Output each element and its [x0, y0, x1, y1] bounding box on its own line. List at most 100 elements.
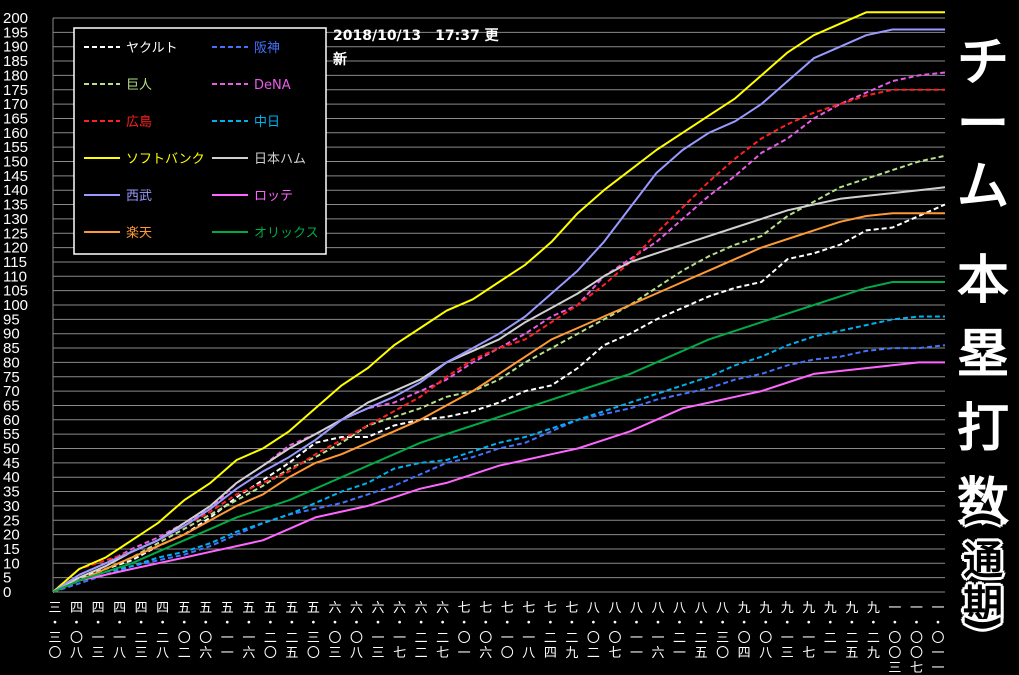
- x-tick-char: 二: [587, 646, 600, 661]
- y-tick-label: 40: [3, 469, 20, 486]
- legend-item: ロッテ: [212, 189, 293, 204]
- legend-item: 広島: [84, 115, 152, 130]
- legend-label: 阪神: [254, 41, 280, 56]
- series-line-11: [52, 281, 945, 593]
- series-lines: [52, 11, 946, 593]
- x-tick-char: 二: [156, 631, 169, 646]
- legend-item: 中日: [212, 115, 280, 130]
- x-tick-char: 六: [479, 646, 492, 661]
- x-tick-char: 七: [910, 661, 923, 675]
- legend-label: DeNA: [254, 78, 291, 93]
- x-tick-char: 四: [135, 601, 148, 616]
- x-tick-char: 〇: [910, 646, 923, 661]
- x-tick-char: ・: [458, 616, 471, 631]
- legend-label: ヤクルト: [126, 41, 178, 56]
- x-tick-char: 七: [501, 601, 514, 616]
- x-tick-label: 八・〇七: [608, 601, 621, 661]
- x-tick-char: 〇: [48, 646, 61, 661]
- y-tick-label: 125: [3, 225, 28, 242]
- x-tick-char: 八: [695, 601, 708, 616]
- y-tick-label: 5: [3, 570, 11, 587]
- x-tick-char: 三: [92, 646, 105, 661]
- series-line-2: [52, 154, 946, 593]
- x-tick-label: 六・一七: [393, 601, 406, 661]
- x-tick-label: 八・二一: [673, 601, 686, 661]
- x-tick-char: 一: [393, 631, 406, 646]
- x-tick-char: 四: [738, 646, 751, 661]
- y-tick-label: 65: [3, 397, 20, 414]
- x-tick-char: ・: [781, 616, 794, 631]
- x-tick-char: 〇: [70, 631, 83, 646]
- x-tick-char: 二: [415, 646, 428, 661]
- x-tick-char: 〇: [350, 631, 363, 646]
- update-timestamp-date: 2018/10/13 17:37 更: [333, 28, 499, 44]
- x-tick-label: 五・一六: [242, 601, 255, 661]
- x-tick-char: 〇: [328, 631, 341, 646]
- x-tick-char: 六: [242, 646, 255, 661]
- x-tick-char: 八: [630, 601, 643, 616]
- x-tick-label: 四・二三: [135, 601, 148, 661]
- x-tick-char: ・: [888, 616, 901, 631]
- x-tick-label: 九・一三: [781, 601, 794, 661]
- x-tick-char: 二: [867, 631, 880, 646]
- y-tick-label: 50: [3, 441, 20, 458]
- x-tick-char: 五: [178, 601, 191, 616]
- x-tick-char: 八: [652, 601, 665, 616]
- x-tick-char: 四: [156, 601, 169, 616]
- x-tick-label: 四・一三: [92, 601, 105, 661]
- x-tick-char: 七: [565, 601, 578, 616]
- x-tick-char: ・: [242, 616, 255, 631]
- x-tick-char: 六: [393, 601, 406, 616]
- x-tick-char: 一: [630, 646, 643, 661]
- x-tick-char: ・: [867, 616, 880, 631]
- y-tick-label: 20: [3, 527, 20, 544]
- y-tick-label: 0: [3, 584, 11, 601]
- x-tick-char: 五: [199, 601, 212, 616]
- title-sub-char-2: 期: [963, 582, 1003, 628]
- y-tick-label: 160: [3, 125, 28, 142]
- x-tick-char: 一: [888, 601, 901, 616]
- series-line-7: [52, 186, 946, 593]
- legend-label: ソフトバンク: [126, 152, 205, 167]
- y-tick-label: 60: [3, 412, 20, 429]
- x-tick-char: ・: [652, 616, 665, 631]
- x-tick-char: ・: [630, 616, 643, 631]
- y-tick-label: 115: [3, 254, 27, 271]
- x-tick-label: 七・〇六: [479, 601, 492, 661]
- series-line-4: [52, 88, 945, 593]
- x-tick-char: 三: [307, 631, 320, 646]
- x-tick-char: 〇: [264, 646, 277, 661]
- x-tick-char: 一: [522, 631, 535, 646]
- x-tick-label: 八・一六: [652, 601, 665, 661]
- x-tick-char: 〇: [888, 646, 901, 661]
- x-tick-char: 一: [92, 631, 105, 646]
- x-tick-char: ・: [695, 616, 708, 631]
- x-tick-char: 五: [285, 646, 298, 661]
- y-tick-label: 165: [3, 110, 28, 127]
- x-tick-char: 九: [845, 601, 858, 616]
- x-tick-char: ・: [845, 616, 858, 631]
- x-tick-char: ・: [135, 616, 148, 631]
- x-tick-label: 七・一八: [522, 601, 535, 661]
- legend-label: 楽天: [126, 225, 152, 241]
- x-tick-char: 七: [479, 601, 492, 616]
- y-tick-label: 80: [3, 354, 20, 371]
- x-tick-char: 二: [824, 631, 837, 646]
- x-tick-label: 六・二七: [436, 601, 449, 661]
- x-tick-char: 三: [888, 661, 901, 675]
- legend-item: 楽天: [84, 225, 152, 241]
- x-tick-label: 九・二一: [824, 601, 837, 661]
- x-tick-char: ・: [824, 616, 837, 631]
- x-tick-char: ・: [565, 616, 578, 631]
- x-tick-char: 一: [802, 631, 815, 646]
- x-tick-char: 四: [544, 646, 557, 661]
- y-tick-label: 75: [3, 369, 20, 386]
- y-tick-label: 70: [3, 383, 20, 400]
- x-tick-label: 六・〇八: [350, 601, 363, 661]
- x-tick-char: 〇: [931, 631, 944, 646]
- x-tick-char: 八: [113, 646, 126, 661]
- x-tick-char: ・: [328, 616, 341, 631]
- x-tick-char: 八: [70, 646, 83, 661]
- x-tick-char: 七: [458, 601, 471, 616]
- y-tick-label: 15: [3, 541, 20, 558]
